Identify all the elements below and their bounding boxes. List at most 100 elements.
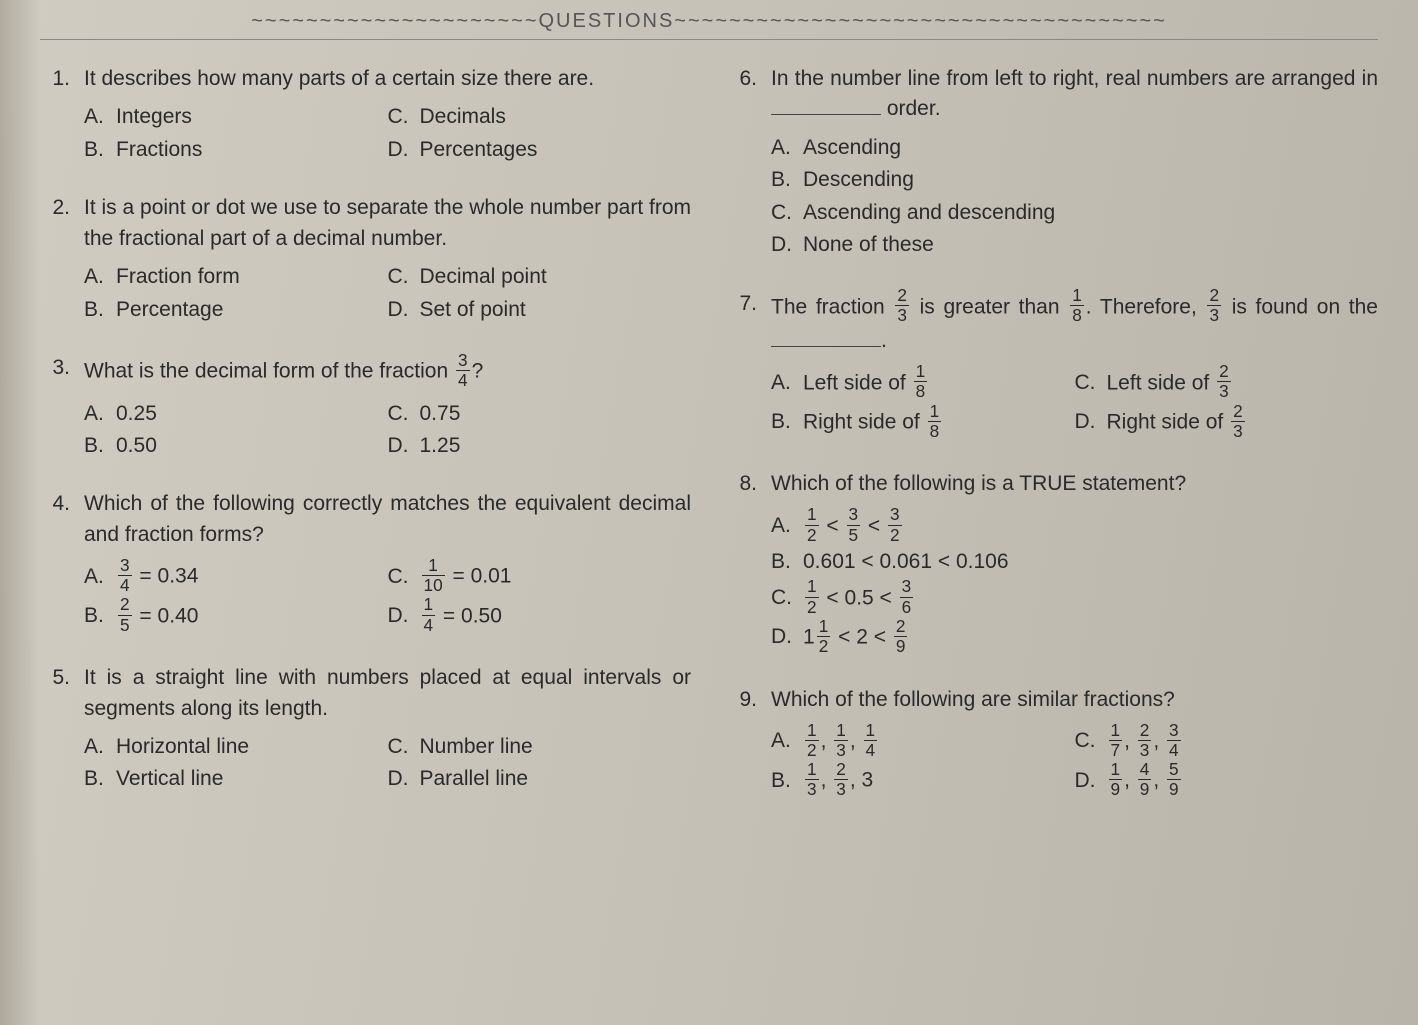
choice-letter: D. xyxy=(388,135,420,165)
fraction: 110 xyxy=(422,557,445,594)
choice-text: 1.25 xyxy=(420,431,692,461)
choice-text: Decimal point xyxy=(420,262,692,292)
choice-letter: C. xyxy=(388,262,420,292)
choice-text: Horizontal line xyxy=(116,732,388,762)
choice: B.Vertical line xyxy=(84,764,388,794)
choice-letter: A. xyxy=(84,562,116,592)
choice-letter: D. xyxy=(388,431,420,461)
question-number: 4. xyxy=(40,489,84,519)
choice-letter: D. xyxy=(388,764,420,794)
fraction: 36 xyxy=(900,578,914,615)
choice: C.Decimals xyxy=(388,102,692,132)
choice-text: 0.601 < 0.061 < 0.106 xyxy=(803,547,1378,577)
fraction: 18 xyxy=(928,403,942,440)
choice: C.Ascending and descending xyxy=(771,198,1378,228)
choices: A.AscendingB.DescendingC.Ascending and d… xyxy=(771,131,1378,261)
question-number: 6. xyxy=(727,64,771,94)
choice: A.Left side of 18 xyxy=(771,365,1075,402)
choice-text: 19, 49, 59 xyxy=(1107,762,1379,799)
left-column: 1.It describes how many parts of a certa… xyxy=(40,64,691,828)
choice-text: Left side of 18 xyxy=(803,365,1075,402)
choice-text: Left side of 23 xyxy=(1107,365,1379,402)
choice-letter: D. xyxy=(771,230,803,260)
question-text: The fraction 23 is greater than 18. Ther… xyxy=(771,289,1378,357)
choice-text: 34 = 0.34 xyxy=(116,558,388,595)
choice: B.Fractions xyxy=(84,135,388,165)
choice-text: 110 = 0.01 xyxy=(420,558,692,595)
fraction: 19 xyxy=(1109,761,1123,798)
question-number: 8. xyxy=(727,469,771,499)
choice-letter: C. xyxy=(388,102,420,132)
choice: C.Decimal point xyxy=(388,262,692,292)
question-number: 3. xyxy=(40,353,84,383)
choices: A.Left side of 18C.Left side of 23B.Righ… xyxy=(771,363,1378,442)
fraction: 23 xyxy=(1231,403,1245,440)
choice-text: 14 = 0.50 xyxy=(420,598,692,635)
fraction: 34 xyxy=(118,557,132,594)
fraction: 25 xyxy=(118,596,132,633)
choice-letter: B. xyxy=(771,766,803,796)
choice: A.Integers xyxy=(84,102,388,132)
choice-letter: C. xyxy=(388,732,420,762)
choice-text: Fractions xyxy=(116,135,388,165)
choice-letter: A. xyxy=(771,133,803,163)
fraction: 23 xyxy=(1217,363,1231,400)
choice-text: Fraction form xyxy=(116,262,388,292)
choice-letter: A. xyxy=(84,262,116,292)
fraction: 49 xyxy=(1138,761,1152,798)
fraction: 23 xyxy=(1138,722,1152,759)
choice-letter: C. xyxy=(388,399,420,429)
fraction: 13 xyxy=(805,761,819,798)
choice-letter: C. xyxy=(1075,368,1107,398)
choice: D.Parallel line xyxy=(388,764,692,794)
choice-letter: B. xyxy=(84,295,116,325)
fraction: 14 xyxy=(422,596,436,633)
question: 4.Which of the following correctly match… xyxy=(40,489,691,635)
choice: A.Ascending xyxy=(771,133,1378,163)
choice-text: 25 = 0.40 xyxy=(116,598,388,635)
fraction: 12 xyxy=(805,722,819,759)
choice: B.Descending xyxy=(771,165,1378,195)
choice: C.0.75 xyxy=(388,399,692,429)
choice: A.Fraction form xyxy=(84,262,388,292)
choice-text: Right side of 23 xyxy=(1107,404,1379,441)
worksheet-page: { "header": "~~~~~~~~~~~~~~~~~~~~~QUESTI… xyxy=(0,0,1418,1025)
choice: A.12, 13, 14 xyxy=(771,723,1075,760)
choice-text: 0.75 xyxy=(420,399,692,429)
columns-wrap: 1.It describes how many parts of a certa… xyxy=(40,64,1378,828)
choice-letter: D. xyxy=(388,295,420,325)
choice: A.34 = 0.34 xyxy=(84,558,388,595)
choice-text: 12 < 35 < 32 xyxy=(803,508,1378,545)
choice-letter: D. xyxy=(771,622,803,652)
section-header: ~~~~~~~~~~~~~~~~~~~~~QUESTIONS~~~~~~~~~~… xyxy=(40,10,1378,40)
choice: B.Percentage xyxy=(84,295,388,325)
choice-text: 12, 13, 14 xyxy=(803,723,1075,760)
fraction: 23 xyxy=(834,761,848,798)
question-body: Which of the following is a TRUE stateme… xyxy=(771,469,1378,656)
choice: B.0.50 xyxy=(84,431,388,461)
choice: D.19, 49, 59 xyxy=(1075,762,1379,799)
question-number: 2. xyxy=(40,193,84,223)
choice-text: Ascending xyxy=(803,133,1378,163)
question-number: 9. xyxy=(727,685,771,715)
question-number: 1. xyxy=(40,64,84,94)
choice-letter: B. xyxy=(771,547,803,577)
choice-letter: C. xyxy=(388,562,420,592)
right-column: 6.In the number line from left to right,… xyxy=(727,64,1378,828)
choice: D.Set of point xyxy=(388,295,692,325)
choice-text: Percentages xyxy=(420,135,692,165)
choice-letter: A. xyxy=(771,726,803,756)
choice: D.None of these xyxy=(771,230,1378,260)
choice: A.12 < 35 < 32 xyxy=(771,508,1378,545)
choice: C.110 = 0.01 xyxy=(388,558,692,595)
fraction: 12 xyxy=(805,506,819,543)
choice-text: 13, 23, 3 xyxy=(803,762,1075,799)
fraction: 12 xyxy=(817,618,831,655)
question: 8.Which of the following is a TRUE state… xyxy=(727,469,1378,656)
choice: B.13, 23, 3 xyxy=(771,762,1075,799)
page-shadow xyxy=(0,0,40,1025)
choice-text: 0.50 xyxy=(116,431,388,461)
choice-text: None of these xyxy=(803,230,1378,260)
choice-letter: B. xyxy=(771,165,803,195)
choice-letter: B. xyxy=(84,601,116,631)
